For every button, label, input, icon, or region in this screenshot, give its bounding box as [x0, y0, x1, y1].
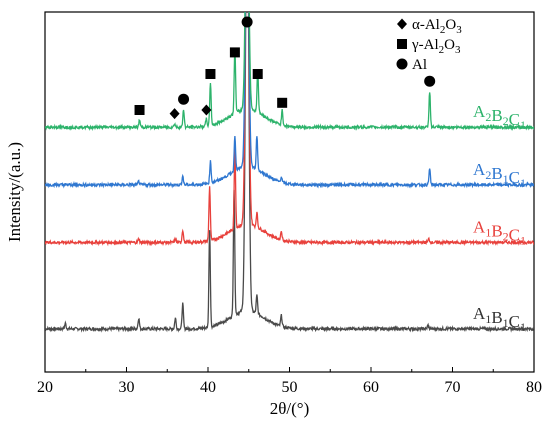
x-tick-label: 50	[282, 379, 298, 396]
x-tick-label: 80	[526, 379, 542, 396]
annotation-circle-marker	[178, 93, 190, 105]
series-label: A1B2C1	[473, 217, 526, 247]
series-line-A1B2C1	[45, 12, 534, 247]
legend-circle-marker	[396, 58, 408, 70]
series-label: A1B1C1	[473, 304, 526, 334]
series-label-subscript: 1	[485, 312, 491, 326]
annotation-diamond-marker	[169, 108, 180, 120]
legend-text-part: O	[444, 37, 455, 53]
x-tick-label: 60	[363, 379, 379, 396]
plot-border	[44, 11, 535, 373]
plot-frame	[44, 11, 535, 373]
series-label-letter: C	[509, 312, 520, 331]
series-label-letter: B	[491, 308, 502, 327]
legend-label: α-Al2O3	[412, 17, 462, 36]
legend-subscript: 2	[440, 24, 446, 36]
legend-subscript: 3	[456, 24, 462, 36]
series-label-letter: B	[491, 106, 502, 125]
series-label-letter: A	[473, 102, 486, 121]
legend-text-part: α-Al	[412, 17, 440, 33]
annotation-square-marker	[252, 69, 263, 79]
series-label-subscript: 1	[520, 118, 526, 132]
series-label-subscript: 1	[503, 172, 509, 186]
legend-label: Al	[412, 57, 427, 73]
series-line-A2B1C1	[45, 12, 534, 189]
annotation-square-marker	[134, 105, 145, 115]
x-axis-title: 2θ/(°)	[270, 399, 310, 418]
series-label-subscript: 2	[485, 110, 491, 124]
legend-diamond-marker	[397, 18, 407, 30]
legend-subscript: 2	[439, 44, 445, 56]
annotation-square-marker	[205, 69, 216, 79]
series-label-subscript: 1	[485, 225, 491, 239]
series-label-letter: C	[509, 225, 520, 244]
series-label-letter: B	[491, 164, 502, 183]
x-axis-ticks: 20 30 40 50 60 70 80	[37, 367, 542, 396]
series-label-subscript: 2	[485, 168, 491, 182]
series-label-letter: A	[473, 160, 486, 179]
legend-subscript: 3	[455, 44, 461, 56]
series-label-subscript: 1	[520, 320, 526, 334]
annotation-circle-marker	[241, 16, 253, 28]
x-tick-label: 20	[37, 379, 53, 396]
series-label-subscript: 1	[520, 233, 526, 247]
series-label-letter: C	[509, 168, 520, 187]
series-label: A2B2C1	[473, 102, 526, 132]
legend-text-part: O	[445, 17, 456, 33]
series-line-A2B2C1	[45, 12, 534, 132]
series-label-subscript: 1	[503, 316, 509, 330]
series-line-A1B1C1	[45, 12, 534, 333]
series-label-letter: C	[509, 110, 520, 129]
legend-text-part: γ-Al	[411, 37, 439, 53]
legend-square-marker	[397, 39, 407, 49]
annotation-square-marker	[277, 97, 288, 108]
series-label: A2B1C1	[473, 160, 526, 190]
legend-label: γ-Al2O3	[411, 37, 461, 56]
annotation-circle-marker	[424, 75, 436, 87]
x-tick-label: 70	[445, 379, 461, 396]
series-label-letter: A	[473, 217, 486, 236]
annotation-diamond-marker	[201, 104, 212, 116]
series-label-subscript: 1	[520, 176, 526, 190]
series-label-letter: A	[473, 304, 486, 323]
y-axis-title: Intensity/(a.u.)	[5, 142, 24, 242]
x-tick-label: 30	[119, 379, 135, 396]
traces	[45, 12, 534, 333]
annotation-square-marker	[229, 47, 240, 58]
series-label-subscript: 2	[503, 229, 509, 243]
series-label-subscript: 2	[503, 114, 509, 128]
peak-annotations	[134, 16, 436, 120]
series-label-letter: B	[491, 221, 502, 240]
x-tick-label: 40	[200, 379, 216, 396]
